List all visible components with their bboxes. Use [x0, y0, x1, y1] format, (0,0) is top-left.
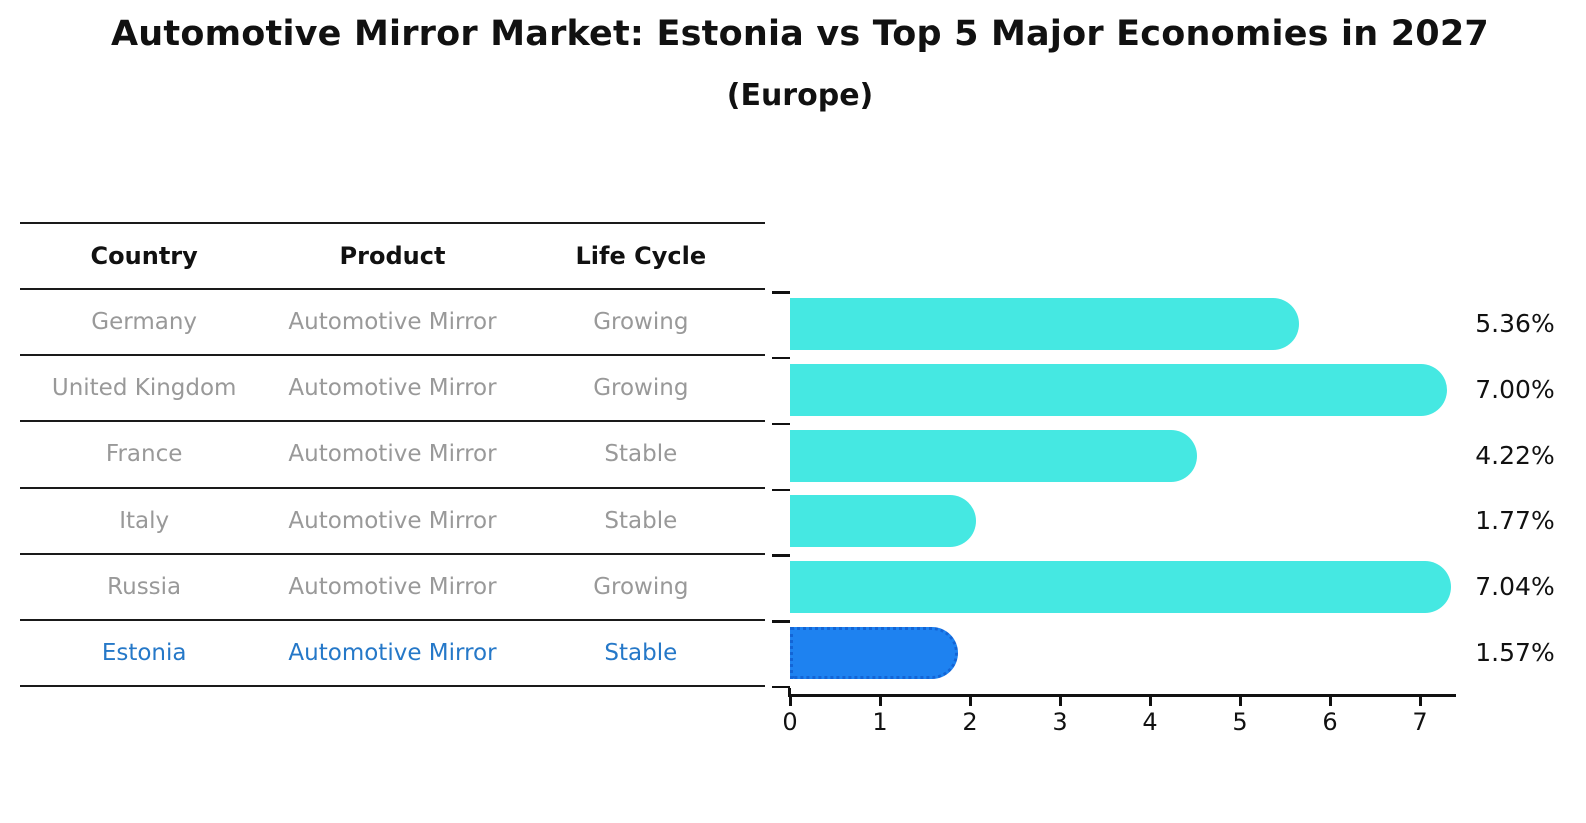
- product-cell: Automotive Mirror: [288, 375, 497, 402]
- value-label: 4.22%: [1475, 440, 1555, 470]
- x-axis-tick: [1149, 697, 1152, 706]
- country-cell: Estonia: [101, 640, 187, 667]
- x-axis-corner: [788, 688, 791, 697]
- y-axis-tick: [772, 422, 790, 426]
- country-table: Country Product Life Cycle Germany Autom…: [20, 222, 765, 688]
- bar-italy: [790, 495, 977, 548]
- product-cell: Automotive Mirror: [288, 573, 497, 600]
- country-cell: Russia: [107, 573, 182, 600]
- table-header-row: Country Product Life Cycle: [20, 222, 765, 290]
- x-axis-tick: [1059, 697, 1062, 706]
- x-axis-line: [788, 694, 1456, 697]
- x-axis-tick: [1329, 697, 1332, 706]
- country-cell: France: [105, 441, 183, 468]
- life-cycle-cell: Stable: [604, 640, 678, 667]
- column-header-country: Country: [90, 242, 198, 270]
- y-axis-tick: [772, 620, 790, 623]
- table-row-united-kingdom: United Kingdom Automotive Mirror Growing: [20, 356, 765, 423]
- life-cycle-cell: Stable: [604, 441, 678, 468]
- x-axis-tick-label: 0: [782, 708, 798, 736]
- country-cell: Italy: [119, 507, 170, 534]
- table-row-germany: Germany Automotive Mirror Growing: [20, 290, 765, 357]
- x-axis-tick: [789, 697, 792, 706]
- y-axis-tick: [772, 685, 790, 689]
- table-row-france: France Automotive Mirror Stable: [20, 422, 765, 489]
- life-cycle-cell: Growing: [593, 309, 689, 336]
- product-cell: Automotive Mirror: [288, 441, 497, 468]
- bar-united-kingdom: [790, 363, 1447, 416]
- x-axis-tick: [1239, 697, 1242, 706]
- product-cell: Automotive Mirror: [288, 309, 497, 336]
- country-cell: United Kingdom: [51, 375, 237, 402]
- y-axis-tick: [772, 356, 790, 360]
- life-cycle-cell: Stable: [604, 507, 678, 534]
- x-axis-tick-label: 4: [1142, 708, 1158, 736]
- bar-russia: [790, 561, 1451, 614]
- bar-france: [790, 429, 1197, 482]
- value-label: 5.36%: [1475, 309, 1555, 338]
- x-axis-tick-label: 1: [872, 708, 888, 736]
- value-label: 1.77%: [1475, 506, 1555, 536]
- product-cell: Automotive Mirror: [288, 640, 497, 667]
- column-header-life-cycle: Life Cycle: [575, 242, 707, 270]
- value-label: 7.04%: [1475, 572, 1555, 602]
- life-cycle-cell: Growing: [593, 573, 689, 600]
- value-label: 7.00%: [1475, 374, 1555, 404]
- x-axis-tick: [969, 697, 972, 706]
- column-header-product: Product: [339, 242, 446, 270]
- life-cycle-cell: Growing: [593, 375, 689, 402]
- table-row-italy: Italy Automotive Mirror Stable: [20, 489, 765, 555]
- table-row-russia: Russia Automotive Mirror Growing: [20, 555, 765, 621]
- x-axis-tick: [879, 697, 882, 706]
- y-axis-tick: [772, 291, 790, 294]
- x-axis-tick-label: 6: [1322, 708, 1338, 736]
- value-label: 1.57%: [1475, 638, 1555, 667]
- x-axis-tick-label: 2: [962, 708, 978, 736]
- x-axis-tick-label: 3: [1052, 708, 1068, 736]
- x-axis-tick-label: 5: [1232, 708, 1248, 736]
- table-row-estonia-highlighted: Estonia Automotive Mirror Stable: [20, 621, 765, 688]
- bar-estonia-highlighted: [790, 627, 959, 679]
- page-subtitle: (Europe): [726, 78, 874, 113]
- country-cell: Germany: [91, 309, 198, 336]
- x-axis-tick-label: 7: [1412, 708, 1428, 736]
- product-cell: Automotive Mirror: [288, 507, 497, 534]
- y-axis-tick: [772, 488, 790, 491]
- y-axis-tick: [772, 554, 790, 557]
- bar-germany: [790, 298, 1300, 350]
- x-axis-tick: [1419, 697, 1422, 706]
- page-title: Automotive Mirror Market: Estonia vs Top…: [111, 14, 1489, 54]
